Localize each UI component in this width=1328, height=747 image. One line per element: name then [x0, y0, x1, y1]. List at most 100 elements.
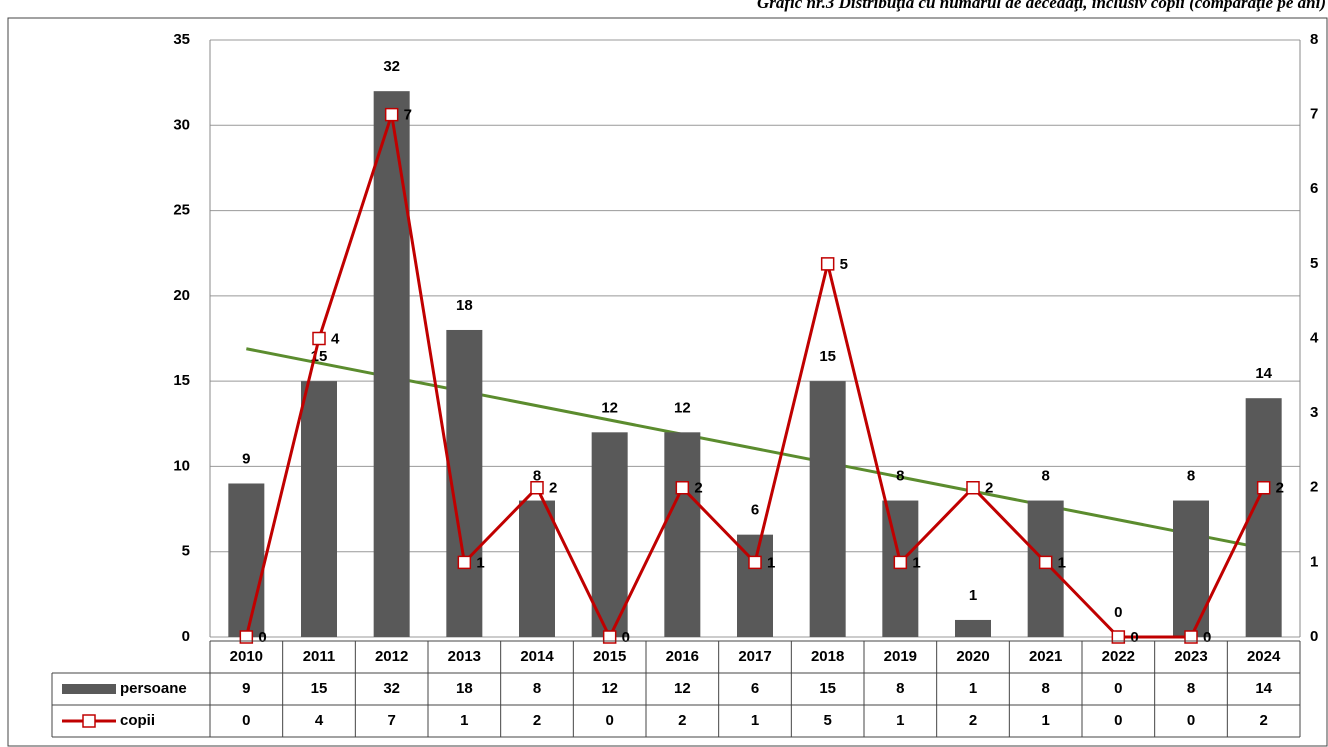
bar	[301, 381, 337, 637]
y-tick-label: 25	[173, 202, 190, 219]
table-cell: 0	[242, 712, 250, 729]
data-label: 9	[242, 450, 250, 467]
y-tick-label: 5	[182, 543, 190, 560]
data-label: 2	[985, 480, 993, 497]
table-cell: 1	[1041, 712, 1049, 729]
data-label: 1	[1058, 554, 1066, 571]
y2-tick-label: 6	[1310, 180, 1318, 197]
table-cell: 14	[1255, 680, 1272, 697]
marker	[457, 555, 472, 570]
table-cell: 15	[311, 680, 328, 697]
y-tick-label: 0	[182, 628, 190, 645]
table-cell: 2	[1259, 712, 1267, 729]
x-tick-label: 2015	[593, 648, 626, 665]
table-cell: 8	[1187, 680, 1195, 697]
data-label: 18	[456, 297, 473, 314]
marker	[1111, 630, 1126, 644]
y2-tick-label: 1	[1310, 553, 1318, 570]
y-tick-label: 15	[173, 372, 190, 389]
data-label: 8	[1187, 468, 1195, 485]
x-tick-label: 2016	[666, 648, 699, 665]
x-tick-label: 2022	[1102, 648, 1135, 665]
marker	[966, 481, 980, 495]
data-label: 1	[912, 554, 920, 571]
marker	[893, 555, 908, 570]
y-tick-label: 20	[173, 287, 190, 304]
table-cell: 7	[387, 712, 395, 729]
table-cell: 2	[678, 712, 686, 729]
bar	[1173, 500, 1209, 637]
data-label: 5	[840, 256, 848, 273]
marker	[1184, 630, 1198, 644]
bar	[591, 432, 628, 637]
data-label: 0	[1130, 629, 1138, 646]
data-label: 6	[751, 502, 759, 519]
data-label: 0	[1114, 604, 1122, 621]
marker	[820, 257, 835, 271]
table-cell: 18	[456, 680, 473, 697]
table-cell: 1	[751, 712, 759, 729]
table-cell: 2	[533, 712, 541, 729]
x-tick-label: 2017	[738, 648, 771, 665]
bar	[809, 381, 846, 637]
table-cell: 12	[601, 680, 618, 697]
table-cell: 1	[460, 712, 468, 729]
y2-tick-label: 0	[1310, 628, 1318, 645]
y2-tick-label: 5	[1310, 255, 1318, 272]
data-label: 15	[819, 348, 836, 365]
bar	[228, 483, 265, 637]
marker	[312, 331, 326, 346]
data-label: 32	[383, 58, 400, 75]
chart-title: Grafic nr.3 Distribuţia cu numărul de de…	[757, 0, 1326, 12]
marker	[1038, 555, 1053, 570]
marker	[384, 107, 399, 122]
table-cell: 1	[896, 712, 904, 729]
data-label: 4	[331, 330, 340, 347]
table-cell: 6	[751, 680, 759, 697]
x-tick-label: 2011	[303, 648, 336, 665]
y-tick-label: 10	[173, 457, 190, 474]
x-tick-label: 2013	[448, 648, 481, 665]
table-cell: 0	[605, 712, 613, 729]
marker	[530, 481, 544, 495]
data-label: 1	[767, 554, 775, 571]
marker	[675, 481, 690, 495]
table-cell: 8	[533, 680, 541, 697]
data-label: 2	[549, 480, 557, 497]
data-label: 8	[533, 468, 541, 485]
x-tick-label: 2023	[1174, 648, 1207, 665]
data-label: 12	[674, 399, 691, 416]
table-cell: 4	[315, 712, 324, 729]
table-cell: 32	[383, 680, 400, 697]
marker	[239, 630, 254, 644]
x-tick-label: 2018	[811, 648, 844, 665]
data-label: 0	[258, 629, 266, 646]
data-label: 1	[476, 554, 484, 571]
data-label: 14	[1255, 365, 1272, 382]
bar	[1245, 398, 1282, 637]
x-tick-label: 2014	[520, 648, 554, 665]
bar	[664, 432, 701, 637]
legend-label: copii	[120, 712, 155, 729]
marker	[602, 630, 617, 644]
bar	[955, 619, 991, 637]
marker	[1256, 481, 1271, 495]
table-cell: 8	[1041, 680, 1049, 697]
x-tick-label: 2021	[1029, 648, 1062, 665]
x-tick-label: 2010	[230, 648, 263, 665]
table-cell: 0	[1114, 712, 1122, 729]
y2-tick-label: 3	[1310, 404, 1318, 421]
data-label: 7	[404, 107, 412, 124]
y2-tick-label: 8	[1310, 31, 1318, 48]
data-label: 12	[601, 399, 618, 416]
table-cell: 8	[896, 680, 904, 697]
table-cell: 1	[969, 680, 977, 697]
table-cell: 0	[1114, 680, 1122, 697]
marker	[748, 555, 762, 570]
data-label: 8	[896, 468, 904, 485]
y-tick-label: 30	[173, 116, 190, 133]
legend-key	[62, 684, 116, 694]
data-label: 8	[1041, 468, 1049, 485]
data-label: 2	[694, 480, 702, 497]
